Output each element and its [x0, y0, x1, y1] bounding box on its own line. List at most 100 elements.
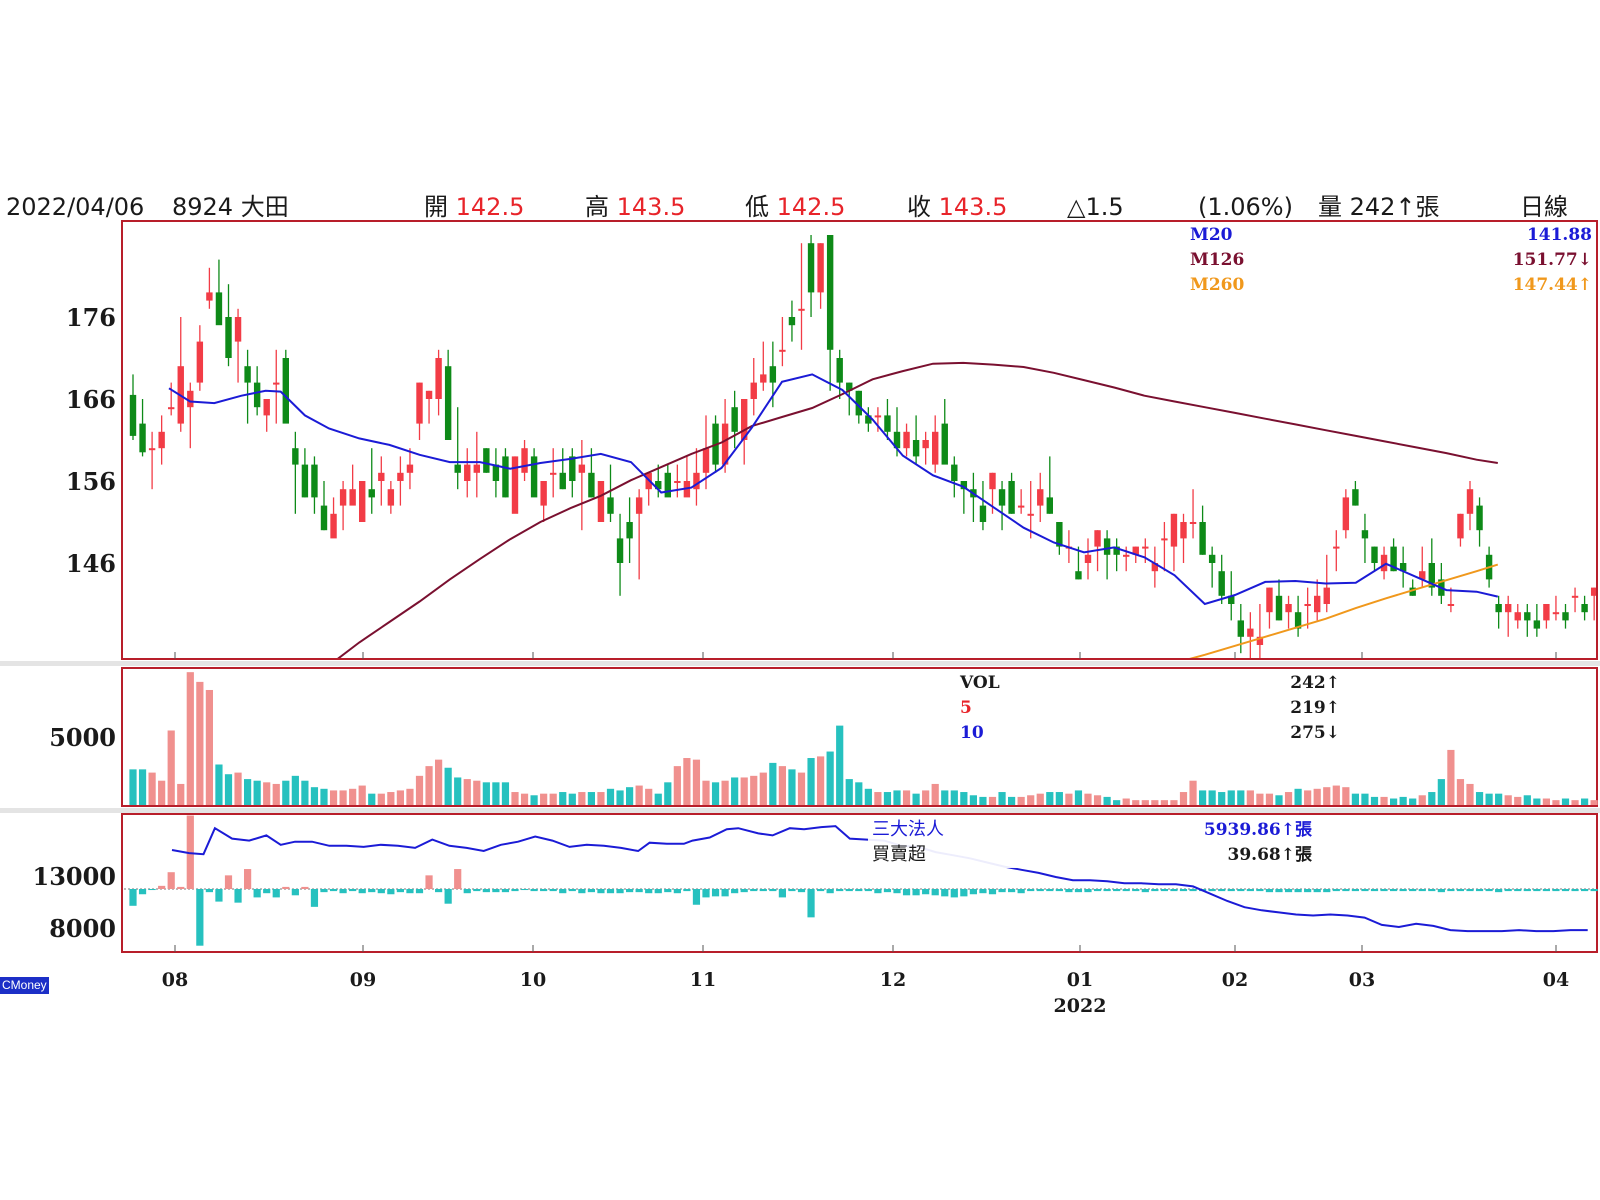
candle-body: [836, 358, 843, 383]
month-tick-label: 10: [520, 969, 546, 991]
volume-bar: [1237, 790, 1245, 805]
month-tick-label: 01: [1067, 969, 1093, 991]
volume-bar: [788, 769, 796, 805]
net-buy-bar: [1342, 889, 1350, 892]
net-buy-bar: [1227, 889, 1235, 892]
high-price: 高 143.5: [585, 188, 685, 226]
candle-body: [1543, 604, 1550, 621]
volume-bar: [654, 793, 662, 805]
net-buy-bar: [396, 889, 404, 893]
candle-body: [1161, 538, 1168, 541]
volume-bar: [1160, 800, 1168, 805]
volume-bar: [692, 759, 701, 805]
candle-body: [1457, 513, 1464, 539]
volume-bar: [587, 792, 595, 805]
volume-bar: [415, 775, 424, 805]
net-buy-bar: [988, 889, 997, 895]
net-buy-bar: [1380, 889, 1388, 892]
volume-bar: [473, 780, 481, 805]
volume-bar: [272, 783, 280, 805]
net-buy-bar: [1351, 889, 1359, 892]
volume-bar: [1008, 796, 1016, 805]
net-buy-bar: [415, 889, 424, 894]
candle-body: [941, 423, 948, 465]
net-buy-bar: [559, 889, 567, 894]
candle-body: [330, 513, 337, 539]
candle-body: [951, 464, 958, 481]
candle-body: [1352, 489, 1359, 506]
candle-body: [263, 399, 270, 416]
volume-legend-box: [956, 670, 1342, 746]
candle-body: [1113, 546, 1120, 555]
volume-bar: [482, 782, 490, 805]
volume-bar: [1199, 790, 1207, 805]
net-buy-bar: [167, 872, 175, 889]
candle-body: [1132, 546, 1139, 555]
volume-bar: [1495, 793, 1503, 805]
net-buy-bar: [129, 889, 137, 906]
high-label: 高: [585, 193, 609, 221]
candle-body: [511, 456, 519, 514]
net-buy-bar: [587, 889, 595, 893]
net-buy-bar: [291, 889, 299, 896]
net-buy-bar: [645, 889, 653, 894]
volume-bar: [578, 792, 586, 805]
candle-body: [521, 448, 528, 473]
volume-bar: [711, 782, 720, 805]
candle-body: [1495, 604, 1502, 613]
volume-bar: [1418, 795, 1426, 805]
volume-bar: [1017, 796, 1025, 805]
candle-body: [397, 472, 404, 481]
candle-body: [425, 390, 433, 399]
net-buy-bar: [597, 889, 605, 894]
net-buy-bar: [282, 886, 290, 889]
volume-bar: [530, 795, 538, 805]
net-buy-bar: [836, 889, 844, 892]
net-buy-bar: [1256, 889, 1264, 892]
volume-bar: [797, 772, 806, 805]
net-buy-bar: [1399, 889, 1407, 892]
candle-body: [1123, 554, 1130, 557]
ma-legend-label: M126: [1190, 250, 1244, 270]
net-buy-bar: [463, 889, 471, 894]
volume-panel-frame: [121, 667, 1598, 807]
net-buy-bar: [224, 875, 233, 889]
net-buy-bar: [1561, 889, 1570, 892]
volume-bar: [922, 790, 930, 805]
ma-legend-value: 141.88: [1527, 225, 1592, 245]
net-buy-bar: [1304, 889, 1312, 893]
candle-body: [234, 317, 242, 342]
low-value: 142.5: [776, 193, 846, 221]
candle-body: [311, 464, 318, 498]
volume-bar: [740, 777, 748, 805]
net-buy-bar: [244, 869, 252, 889]
candle-body: [244, 366, 251, 383]
net-buy-bar: [1093, 889, 1102, 892]
net-buy-bar: [1284, 889, 1293, 893]
candle-body: [148, 448, 156, 451]
net-buy-bar: [1008, 889, 1016, 893]
candle-body: [1103, 538, 1111, 555]
candle-body: [693, 472, 700, 490]
candlestick-series: [129, 235, 1596, 658]
candle-body: [1075, 571, 1082, 580]
net-buy-bar: [912, 889, 920, 896]
volume-bar: [559, 792, 567, 805]
volume-bar: [196, 681, 204, 805]
net-buy-bar: [788, 889, 796, 892]
net-buy-bar: [1103, 889, 1111, 892]
candle-body: [273, 382, 280, 385]
institutional-legend-label: 三大法人: [872, 819, 944, 840]
candle-body: [1237, 620, 1244, 637]
net-buy-bar: [1523, 889, 1531, 892]
volume-bar: [244, 779, 252, 805]
net-buy-bar: [1122, 889, 1130, 892]
close-label: 收: [907, 193, 931, 221]
volume-bar: [425, 766, 433, 805]
net-buy-bar: [511, 889, 519, 892]
candle-body: [721, 423, 729, 465]
volume-bar: [1208, 790, 1216, 805]
candle-body: [492, 464, 500, 481]
volume-legend-label: 10: [960, 723, 984, 743]
net-buy-bar: [482, 889, 490, 893]
